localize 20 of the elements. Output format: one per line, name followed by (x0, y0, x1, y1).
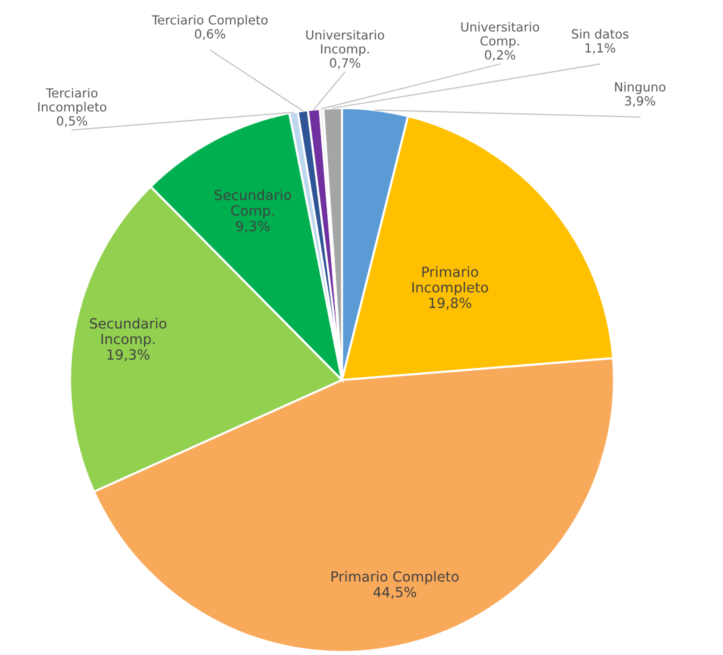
slice-label: Terciario Incompleto (38, 88, 106, 114)
data-label: 1,1% (585, 43, 616, 54)
data-label: 19,8% (429, 298, 472, 310)
slice-label: Secundario Comp. (214, 190, 292, 218)
data-label: 3,9% (625, 96, 656, 107)
slice-label: Sin datos (572, 28, 628, 39)
slice-label: Primario Incompleto (412, 266, 488, 296)
data-label: 19,3% (108, 349, 150, 362)
data-label: 0,5% (56, 116, 88, 127)
slice-label: Ninguno (615, 82, 666, 94)
data-label: 44,5% (373, 586, 416, 599)
slice-label: Terciario Completo (152, 14, 268, 28)
data-label: 0,7% (330, 58, 360, 69)
slice-label: Universitario Incomp. (306, 30, 384, 56)
slice-label: Secundario Incomp. (90, 318, 166, 347)
slice-label: Universitario Comp. (461, 22, 540, 48)
data-label: 0,6% (194, 29, 226, 40)
data-label: 9,3% (236, 220, 270, 233)
slice-label: Primario Completo (332, 570, 459, 584)
data-label: 0,2% (484, 50, 516, 61)
